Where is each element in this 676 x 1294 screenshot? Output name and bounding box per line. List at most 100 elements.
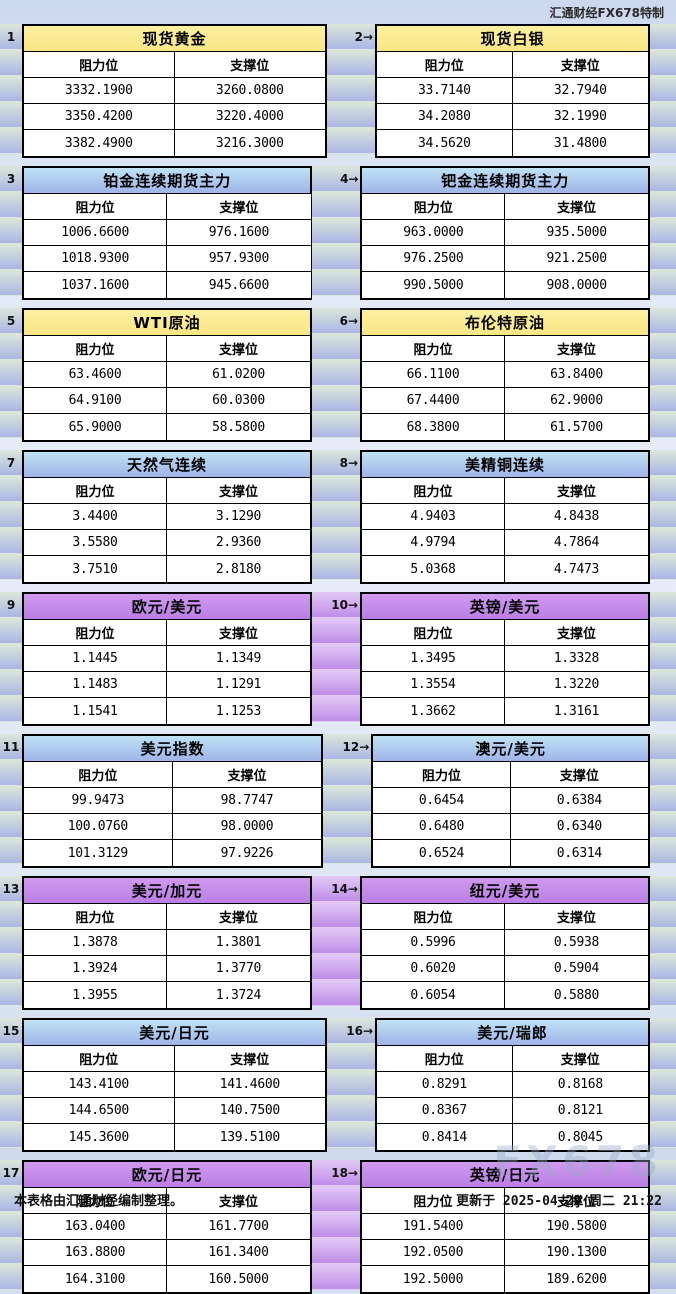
block-spacer — [0, 868, 676, 876]
gutter-cell — [650, 1122, 676, 1148]
column-header-support: 支撑位 — [167, 194, 311, 219]
support-value: 58.5800 — [167, 414, 310, 440]
row-number-gutter-left: 9 — [0, 592, 22, 726]
column-header-resistance: 阻力位 — [373, 762, 511, 787]
gutter-cell — [650, 644, 676, 670]
resistance-value: 3.5580 — [24, 530, 167, 555]
support-value: 921.2500 — [505, 246, 649, 271]
table-header-row: 阻力位 支撑位 — [24, 762, 322, 788]
gutter-cell — [327, 102, 376, 128]
row-number-label: 14→ — [312, 876, 360, 902]
gutter-right — [650, 450, 676, 584]
table-row: 63.4600 61.0200 — [24, 362, 310, 388]
resistance-value: 1.3495 — [362, 646, 505, 671]
gutter-cell — [0, 1238, 22, 1264]
instrument-title: 英镑/日元 — [362, 1162, 648, 1188]
resistance-value: 1.3662 — [362, 698, 505, 724]
instrument-table: WTI原油 阻力位 支撑位 63.4600 61.0200 64.9100 60.0300 6… — [22, 308, 312, 442]
table-row: 1.3924 1.3770 — [24, 956, 310, 982]
instrument-table: 布伦特原油 阻力位 支撑位 66.1100 63.8400 67.4400 62.9000 6… — [360, 308, 650, 442]
gutter-cell — [650, 670, 676, 696]
support-value: 190.5800 — [505, 1214, 648, 1239]
gutter-cell — [650, 1044, 676, 1070]
row-number-label: 8→ — [312, 450, 360, 476]
gutter-cell — [650, 928, 676, 954]
table-row: 1.1483 1.1291 — [24, 672, 310, 698]
row-number-gutter-middle: 16→ — [327, 1018, 376, 1152]
instrument-table: 英镑/美元 阻力位 支撑位 1.3495 1.3328 1.3554 1.3220 1.366… — [360, 592, 650, 726]
support-value: 32.1990 — [512, 104, 648, 129]
column-header-support: 支撑位 — [505, 904, 648, 929]
instrument-table: 纽元/美元 阻力位 支撑位 0.5996 0.5938 0.6020 0.5904 0.605… — [360, 876, 650, 1010]
table-row: 3.4400 3.1290 — [24, 504, 310, 530]
column-header-resistance: 阻力位 — [362, 620, 505, 645]
resistance-value: 1006.6600 — [24, 220, 168, 245]
support-value: 3220.4000 — [174, 104, 326, 129]
table-row: 1.3554 1.3220 — [362, 672, 648, 698]
support-value: 0.6384 — [510, 788, 648, 813]
block-spacer — [0, 1152, 676, 1160]
table-row: 3.5580 2.9360 — [24, 530, 310, 556]
support-value: 140.7500 — [174, 1098, 326, 1123]
gutter-cell — [0, 76, 22, 102]
support-value: 2.8180 — [167, 556, 310, 582]
resistance-value: 0.8291 — [377, 1072, 513, 1097]
row-number-gutter-middle: 2→ — [327, 24, 376, 158]
gutter-cell — [0, 360, 22, 386]
gutter-cell — [650, 166, 676, 192]
table-row: 145.3600 139.5100 — [24, 1124, 326, 1150]
support-value: 98.0000 — [172, 814, 322, 839]
gutter-cell — [312, 1212, 360, 1238]
gutter-cell — [0, 528, 22, 554]
resistance-value: 65.9000 — [24, 414, 167, 440]
column-header-support: 支撑位 — [505, 194, 649, 219]
table-row: 0.5996 0.5938 — [362, 930, 648, 956]
gutter-cell — [0, 1070, 22, 1096]
support-value: 97.9226 — [172, 840, 322, 866]
support-value: 976.1600 — [167, 220, 311, 245]
block-spacer — [0, 726, 676, 734]
resistance-value: 99.9473 — [24, 788, 173, 813]
gutter-cell — [0, 244, 22, 270]
table-row: 0.8291 0.8168 — [377, 1072, 649, 1098]
support-value: 161.3400 — [167, 1240, 310, 1265]
column-header-support: 支撑位 — [167, 336, 310, 361]
table-row: 3.7510 2.8180 — [24, 556, 310, 582]
column-header-support: 支撑位 — [172, 762, 322, 787]
row-number-gutter-left: 3 — [0, 166, 22, 300]
table-row: 0.6524 0.6314 — [373, 840, 648, 866]
gutter-cell — [327, 1096, 376, 1122]
table-row: 3382.4900 3216.3000 — [24, 130, 326, 156]
support-value: 0.8045 — [512, 1124, 649, 1150]
column-header-resistance: 阻力位 — [362, 904, 505, 929]
row-number-gutter-middle: 12→ — [323, 734, 372, 868]
table-row: 164.3100 160.5000 — [24, 1266, 310, 1292]
gutter-cell — [650, 812, 676, 838]
gutter-right — [650, 734, 676, 868]
gutter-cell — [0, 670, 22, 696]
support-value: 61.0200 — [167, 362, 310, 387]
gutter-cell — [0, 1264, 22, 1290]
gutter-cell — [650, 1070, 676, 1096]
gutter-cell — [650, 954, 676, 980]
gutter-cell — [0, 644, 22, 670]
resistance-value: 963.0000 — [362, 220, 506, 245]
column-header-resistance: 阻力位 — [24, 336, 167, 361]
table-header-row: 阻力位 支撑位 — [24, 620, 310, 646]
table-row: 0.8367 0.8121 — [377, 1098, 649, 1124]
gutter-cell — [0, 786, 22, 812]
resistance-value: 1.3878 — [24, 930, 167, 955]
resistance-value: 1.3924 — [24, 956, 167, 981]
support-value: 3.1290 — [167, 504, 310, 529]
gutter-cell — [650, 450, 676, 476]
gutter-right — [650, 1018, 676, 1152]
gutter-cell — [650, 1096, 676, 1122]
table-row: 1006.6600 976.1600 — [24, 220, 311, 246]
gutter-cell — [312, 618, 360, 644]
table-row: 963.0000 935.5000 — [362, 220, 649, 246]
table-row: 192.5000 189.6200 — [362, 1266, 648, 1292]
table-header-row: 阻力位 支撑位 — [24, 478, 310, 504]
row-number-label: 18→ — [312, 1160, 360, 1186]
gutter-cell — [327, 1044, 376, 1070]
resistance-value: 0.6524 — [373, 840, 511, 866]
